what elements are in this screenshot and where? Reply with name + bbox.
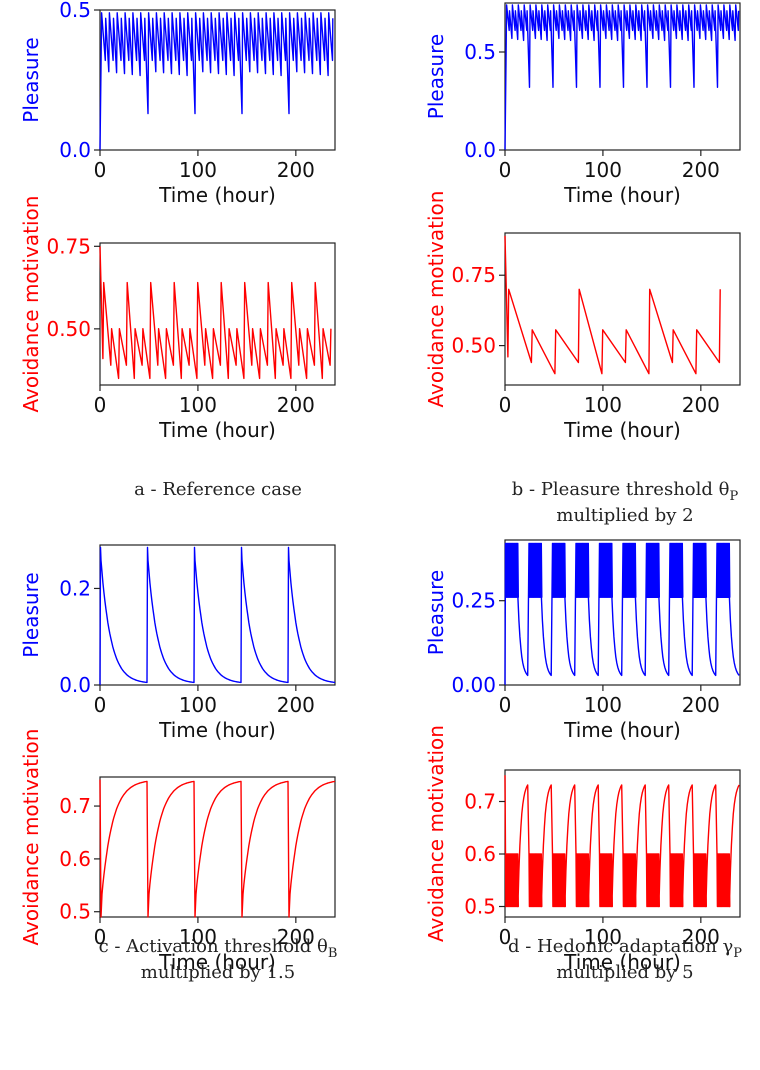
x-tick-label: 200 (682, 393, 720, 417)
x-tick-label: 200 (682, 693, 720, 717)
caption-line: multiplied by 5 (556, 962, 693, 983)
subplot-d-avoidance: 0 100 200 0.5 0.6 0.7 Time (hour) Avoidance mot… (424, 725, 741, 974)
x-axis-label: Time (hour) (563, 950, 681, 974)
series-line (504, 235, 721, 375)
x-tick-label: 0 (94, 393, 107, 417)
series-line (99, 12, 334, 151)
x-tick-label: 200 (277, 925, 315, 949)
y-tick-label: 0.6 (464, 842, 496, 866)
series-line (99, 779, 336, 918)
y-axis-label: Pleasure (19, 572, 43, 657)
y-tick-label: 0.7 (59, 794, 91, 818)
x-axis-label: Time (hour) (158, 718, 276, 742)
y-axis-label: Pleasure (19, 37, 43, 122)
series-line (504, 4, 740, 151)
x-tick-label: 0 (94, 925, 107, 949)
y-axis-label: Avoidance motivation (424, 191, 448, 408)
caption-line: b - Pleasure threshold θP (512, 479, 739, 504)
subplot-a-pleasure: 0 100 200 0.0 0.5 Time (hour) Pleasure (19, 0, 336, 207)
y-tick-label: 0.00 (451, 673, 496, 697)
x-tick-label: 100 (584, 158, 622, 182)
axes-frame (99, 544, 336, 686)
x-tick-label: 100 (179, 693, 217, 717)
subplot-c-pleasure: 0 100 200 0.0 0.2 Time (hour) Pleasure (19, 544, 336, 742)
axes-frame (504, 232, 741, 386)
x-tick-label: 0 (94, 158, 107, 182)
y-tick-label: 0.5 (464, 40, 496, 64)
caption-line: multiplied by 2 (556, 505, 693, 526)
x-tick-label: 0 (499, 393, 512, 417)
y-tick-label: 0.6 (59, 847, 91, 871)
series-line (504, 542, 740, 686)
y-tick-label: 0.5 (59, 0, 91, 22)
caption-line: c - Activation threshold θB (99, 936, 338, 961)
x-tick-label: 200 (277, 393, 315, 417)
caption-line: multiplied by 1.5 (141, 962, 295, 983)
y-axis-label: Pleasure (424, 34, 448, 119)
y-tick-label: 0.50 (451, 334, 496, 358)
subplot-c-avoidance: 0 100 200 0.5 0.6 0.7 Time (hour) Avoidance mot… (19, 729, 336, 974)
x-tick-label: 200 (277, 693, 315, 717)
x-tick-label: 100 (584, 393, 622, 417)
caption-line: d - Hedonic adaptation γP (508, 936, 742, 961)
y-axis-label: Avoidance motivation (19, 196, 43, 413)
x-tick-label: 100 (584, 925, 622, 949)
x-axis-label: Time (hour) (563, 718, 681, 742)
y-tick-label: 0.5 (464, 895, 496, 919)
y-tick-label: 0.5 (59, 900, 91, 924)
caption-line: a - Reference case (134, 479, 302, 500)
x-axis-label: Time (hour) (158, 183, 276, 207)
axes-frame (504, 2, 741, 151)
x-axis-label: Time (hour) (158, 418, 276, 442)
y-axis-label: Avoidance motivation (19, 729, 43, 946)
subplot-d-pleasure: 0 100 200 0.00 0.25 Time (hour) Pleasure (424, 539, 741, 742)
series-line (504, 775, 740, 908)
axes-frame (99, 242, 336, 386)
x-tick-label: 100 (179, 393, 217, 417)
series-line (99, 546, 336, 686)
subplot-b-pleasure: 0 100 200 0.0 0.5 Time (hour) Pleasure (424, 2, 741, 207)
x-tick-label: 200 (277, 158, 315, 182)
x-tick-label: 0 (94, 693, 107, 717)
y-tick-label: 0.0 (464, 138, 496, 162)
x-tick-label: 100 (179, 158, 217, 182)
x-tick-label: 0 (499, 925, 512, 949)
x-tick-label: 100 (584, 693, 622, 717)
x-axis-label: Time (hour) (563, 183, 681, 207)
y-tick-label: 0.0 (59, 673, 91, 697)
subplot-b-avoidance: 0 100 200 0.50 0.75 Time (hour) Avoidance moti… (424, 191, 741, 442)
y-axis-label: Avoidance motivation (424, 725, 448, 942)
x-axis-label: Time (hour) (158, 950, 276, 974)
subplot-a-avoidance: 0 100 200 0.50 0.75 Time (hour) Avoidance moti… (19, 196, 336, 442)
x-tick-label: 100 (179, 925, 217, 949)
y-tick-label: 0.50 (46, 317, 91, 341)
y-tick-label: 0.25 (451, 589, 496, 613)
x-tick-label: 200 (682, 925, 720, 949)
y-tick-label: 0.2 (59, 576, 91, 600)
y-axis-label: Pleasure (424, 570, 448, 655)
axes-frame (99, 9, 336, 151)
x-tick-label: 200 (682, 158, 720, 182)
x-tick-label: 0 (499, 158, 512, 182)
x-tick-label: 0 (499, 693, 512, 717)
x-axis-label: Time (hour) (563, 418, 681, 442)
y-tick-label: 0.75 (451, 263, 496, 287)
caption-a: a - Reference case (134, 479, 302, 500)
y-tick-label: 0.75 (46, 234, 91, 258)
y-tick-label: 0.7 (464, 790, 496, 814)
y-tick-label: 0.0 (59, 138, 91, 162)
axes-frame (99, 776, 336, 918)
series-line (99, 246, 332, 380)
